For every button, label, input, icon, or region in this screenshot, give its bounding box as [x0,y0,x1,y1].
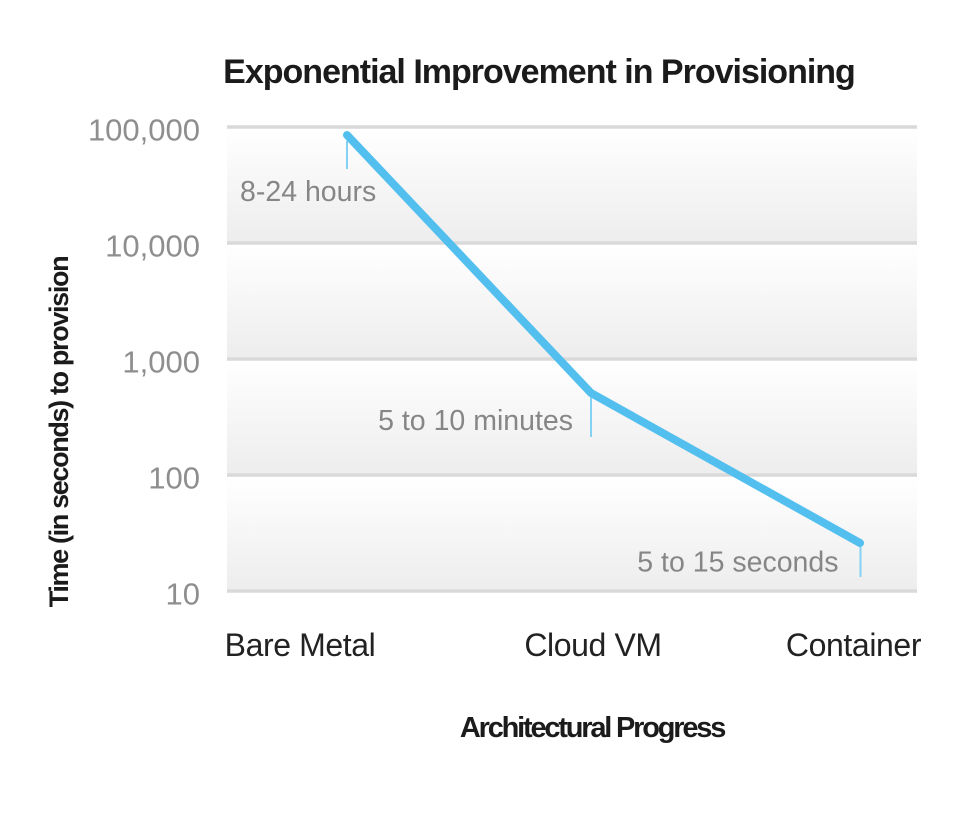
svg-text:100,000: 100,000 [88,113,200,148]
svg-text:Bare Metal: Bare Metal [225,627,376,663]
svg-text:8-24 hours: 8-24 hours [240,176,376,208]
svg-text:5 to 10 minutes: 5 to 10 minutes [378,405,573,437]
svg-text:100: 100 [148,461,200,496]
svg-text:Architectural Progress: Architectural Progress [460,712,725,744]
svg-text:Time (in seconds) to provision: Time (in seconds) to provision [44,257,74,608]
svg-text:10,000: 10,000 [105,229,200,264]
svg-text:Exponential Improvement in Pro: Exponential Improvement in Provisioning [223,53,855,91]
svg-text:5 to 15 seconds: 5 to 15 seconds [637,547,838,579]
svg-text:10: 10 [166,577,200,612]
svg-text:Container: Container [786,627,922,663]
svg-text:Cloud VM: Cloud VM [524,627,661,663]
svg-text:1,000: 1,000 [122,345,200,380]
